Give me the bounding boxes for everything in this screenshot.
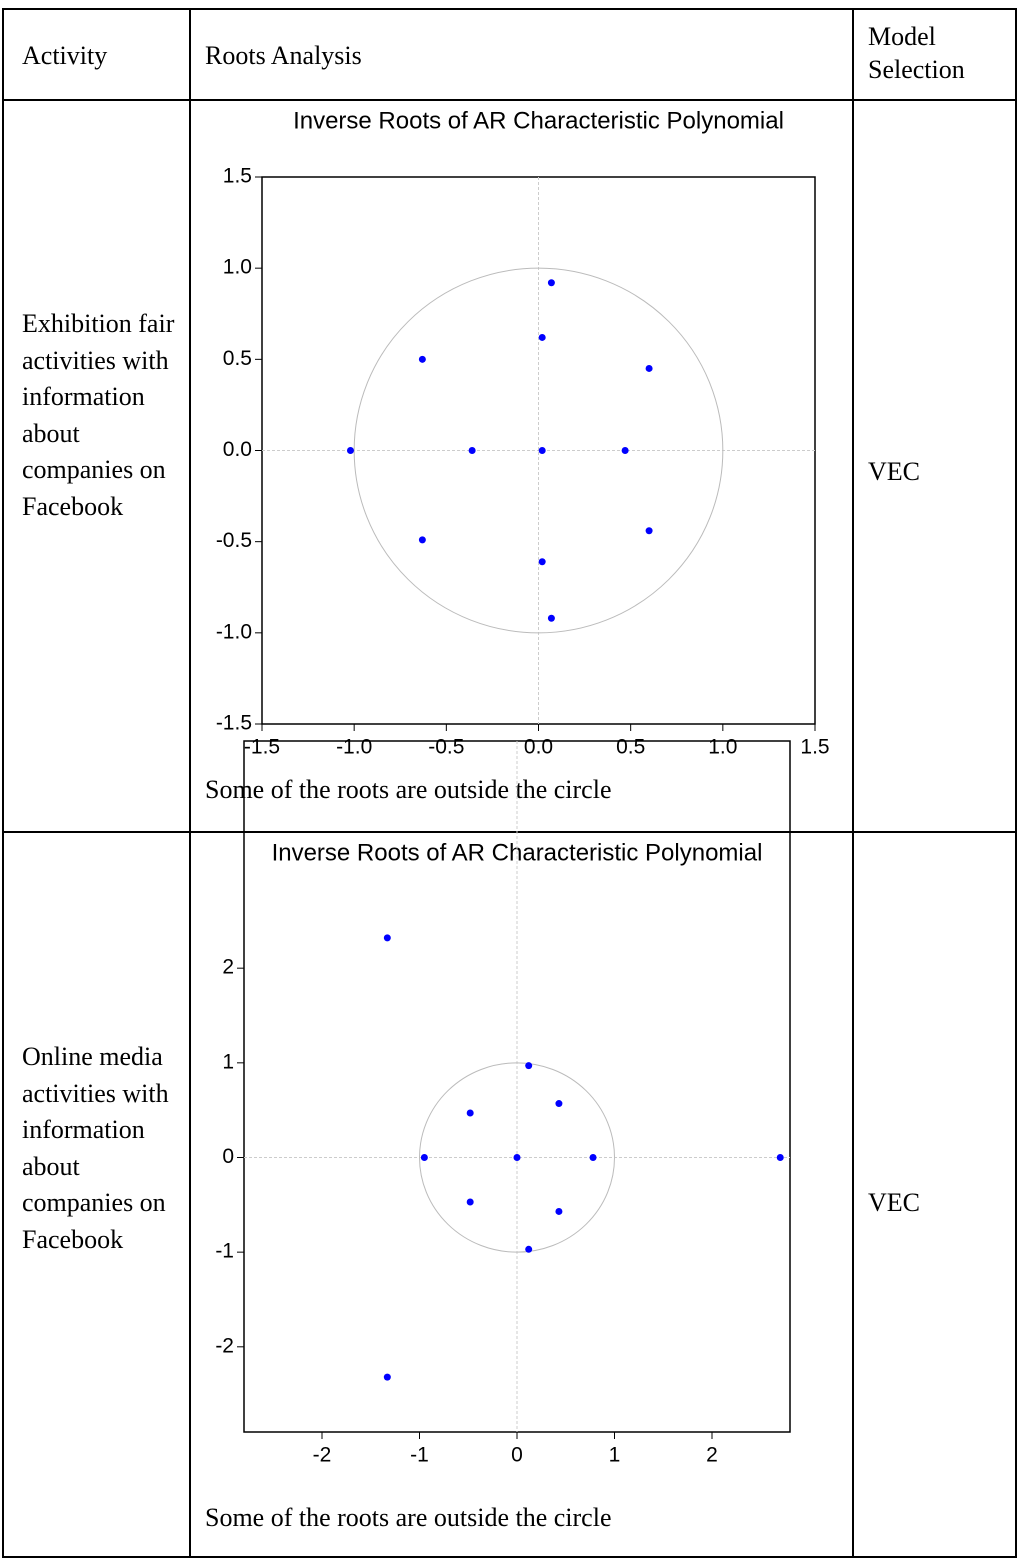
y-tick-label: -2 <box>215 1334 234 1357</box>
y-tick-label: 1.0 <box>223 256 252 279</box>
rule <box>2 8 4 1557</box>
root-point <box>555 1207 563 1215</box>
rule <box>189 8 191 1557</box>
y-tick-label: -1.5 <box>216 712 252 735</box>
root-point <box>525 1062 533 1070</box>
root-point <box>547 279 555 287</box>
x-tick-label: 1.5 <box>800 736 829 759</box>
y-tick-label: -1.0 <box>216 620 252 643</box>
rule <box>1015 8 1017 1557</box>
root-point <box>538 333 546 341</box>
root-point <box>589 1153 597 1161</box>
x-tick-label: -1.0 <box>336 736 372 759</box>
y-tick-label: 1 <box>222 1050 234 1073</box>
root-point <box>418 536 426 544</box>
root-point <box>466 1109 474 1117</box>
root-point <box>383 1373 391 1381</box>
root-point <box>420 1153 428 1161</box>
rule <box>2 1556 1017 1558</box>
root-point <box>418 355 426 363</box>
root-point <box>346 447 354 454</box>
root-point <box>645 527 653 535</box>
x-tick-label: 0 <box>511 1444 523 1467</box>
y-tick-label: 0.0 <box>223 438 252 461</box>
header-cell: Activity <box>22 41 108 70</box>
x-tick-label: 0.0 <box>524 736 553 759</box>
x-tick-label: -1 <box>410 1444 429 1467</box>
y-tick-label: 2 <box>222 956 234 979</box>
x-tick-label: 0.5 <box>616 736 645 759</box>
root-point <box>555 1100 563 1108</box>
x-tick-label: -0.5 <box>428 736 464 759</box>
rule <box>2 831 1017 833</box>
unit-circle <box>419 1062 615 1253</box>
rule <box>852 8 854 1557</box>
x-tick-label: 1 <box>609 1444 621 1467</box>
root-point <box>383 934 391 942</box>
root-point <box>525 1245 533 1253</box>
x-tick-label: 1.0 <box>708 736 737 759</box>
y-tick-label: 1.5 <box>223 165 252 188</box>
header-cell: Roots Analysis <box>205 41 362 70</box>
rule <box>2 99 1017 101</box>
unit-circle <box>353 267 724 634</box>
x-tick-label: -1.5 <box>244 736 280 759</box>
root-point <box>466 1198 474 1206</box>
y-tick-label: -1 <box>215 1240 234 1263</box>
y-tick-label: 0.5 <box>223 347 252 370</box>
root-point <box>538 447 546 454</box>
root-point <box>645 364 653 372</box>
root-point <box>776 1153 784 1161</box>
y-tick-label: 0 <box>222 1145 234 1168</box>
root-point <box>621 447 629 454</box>
x-tick-label: 2 <box>706 1444 718 1467</box>
note: Some of the roots are outside the circle <box>205 775 612 804</box>
root-point <box>468 447 476 454</box>
x-tick-label: -2 <box>313 1444 332 1467</box>
rule <box>2 8 1017 10</box>
chart-title: Inverse Roots of AR Characteristic Polyn… <box>293 107 784 134</box>
root-point <box>513 1153 521 1161</box>
model: VEC <box>868 1188 920 1217</box>
y-tick-label: -0.5 <box>216 529 252 552</box>
activity: Exhibition fair activities with informat… <box>22 309 175 521</box>
root-point <box>538 558 546 566</box>
note: Some of the roots are outside the circle <box>205 1503 612 1532</box>
header-cell: Model Selection <box>868 22 965 84</box>
model: VEC <box>868 457 920 486</box>
activity: Online media activities with information… <box>22 1042 169 1254</box>
root-point <box>547 614 555 622</box>
